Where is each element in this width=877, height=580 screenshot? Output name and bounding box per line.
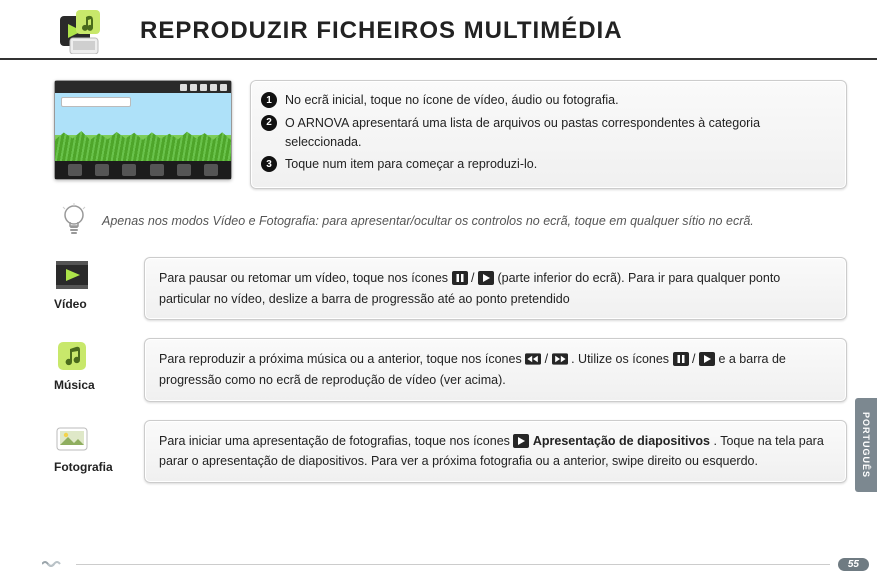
screenshot-grass [55, 131, 231, 161]
language-tab: PORTUGUÊS [855, 398, 877, 492]
step-3-text: Toque num item para começar a reproduzi-… [285, 155, 537, 174]
step-2: 2 O ARNOVA apresentará uma lista de arqu… [261, 114, 832, 152]
step-badge-1: 1 [261, 92, 277, 108]
section-photo: Fotografia Para iniciar uma apresentação… [54, 420, 847, 483]
page-footer: 55 [0, 556, 877, 572]
pause-icon [673, 352, 689, 366]
footer-mark-icon [42, 560, 68, 568]
step-2-text: O ARNOVA apresentará uma lista de arquiv… [285, 114, 832, 152]
screenshot-statusbar [55, 81, 231, 93]
screenshot-dock [55, 161, 231, 179]
page-header: REPRODUZIR FICHEIROS MULTIMÉDIA [0, 4, 877, 60]
section-video: Vídeo Para pausar ou retomar um vídeo, t… [54, 257, 847, 320]
content-area: 1 No ecrã inicial, toque no ícone de víd… [0, 60, 877, 483]
step-1-text: No ecrã inicial, toque no ícone de vídeo… [285, 91, 619, 110]
music-label-block: Música [54, 338, 126, 392]
play-icon [699, 352, 715, 366]
music-text-mid1: / [545, 352, 552, 366]
step-1: 1 No ecrã inicial, toque no ícone de víd… [261, 91, 832, 110]
music-icon [54, 338, 90, 374]
pause-icon [452, 271, 468, 285]
video-text-mid: / [471, 271, 478, 285]
steps-box: 1 No ecrã inicial, toque no ícone de víd… [250, 80, 847, 189]
device-screenshot-illustration [54, 80, 232, 180]
photo-label: Fotografia [54, 460, 113, 474]
video-label: Vídeo [54, 297, 87, 311]
video-icon [54, 257, 90, 293]
music-box: Para reproduzir a próxima música ou a an… [144, 338, 847, 401]
photo-icon [54, 420, 90, 456]
tip-text: Apenas nos modos Vídeo e Fotografia: par… [102, 214, 754, 228]
music-text-mid3: / [692, 352, 699, 366]
lightbulb-icon [60, 203, 88, 239]
photo-label-block: Fotografia [54, 420, 126, 474]
photo-box: Para iniciar uma apresentação de fotogra… [144, 420, 847, 483]
video-text-pre: Para pausar ou retomar um vídeo, toque n… [159, 271, 452, 285]
photo-text-pre: Para iniciar uma apresentação de fotogra… [159, 434, 513, 448]
play-icon [478, 271, 494, 285]
next-track-icon [552, 352, 568, 366]
section-music: Música Para reproduzir a próxima música … [54, 338, 847, 401]
multimedia-header-icon [60, 10, 104, 54]
step-badge-3: 3 [261, 156, 277, 172]
photo-text-bold: Apresentação de diapositivos [533, 434, 710, 448]
intro-row: 1 No ecrã inicial, toque no ícone de víd… [54, 80, 847, 189]
music-text-pre: Para reproduzir a próxima música ou a an… [159, 352, 525, 366]
music-text-mid2: . Utilize os ícones [571, 352, 672, 366]
video-label-block: Vídeo [54, 257, 126, 311]
page-title: REPRODUZIR FICHEIROS MULTIMÉDIA [140, 17, 623, 45]
music-label: Música [54, 378, 95, 392]
tip-row: Apenas nos modos Vídeo e Fotografia: par… [54, 203, 847, 239]
footer-divider [76, 564, 830, 565]
page-number: 55 [838, 558, 869, 571]
step-3: 3 Toque num item para começar a reproduz… [261, 155, 832, 174]
play-icon [513, 434, 529, 448]
screenshot-searchbar [61, 97, 131, 107]
step-badge-2: 2 [261, 115, 277, 131]
video-box: Para pausar ou retomar um vídeo, toque n… [144, 257, 847, 320]
previous-track-icon [525, 352, 541, 366]
